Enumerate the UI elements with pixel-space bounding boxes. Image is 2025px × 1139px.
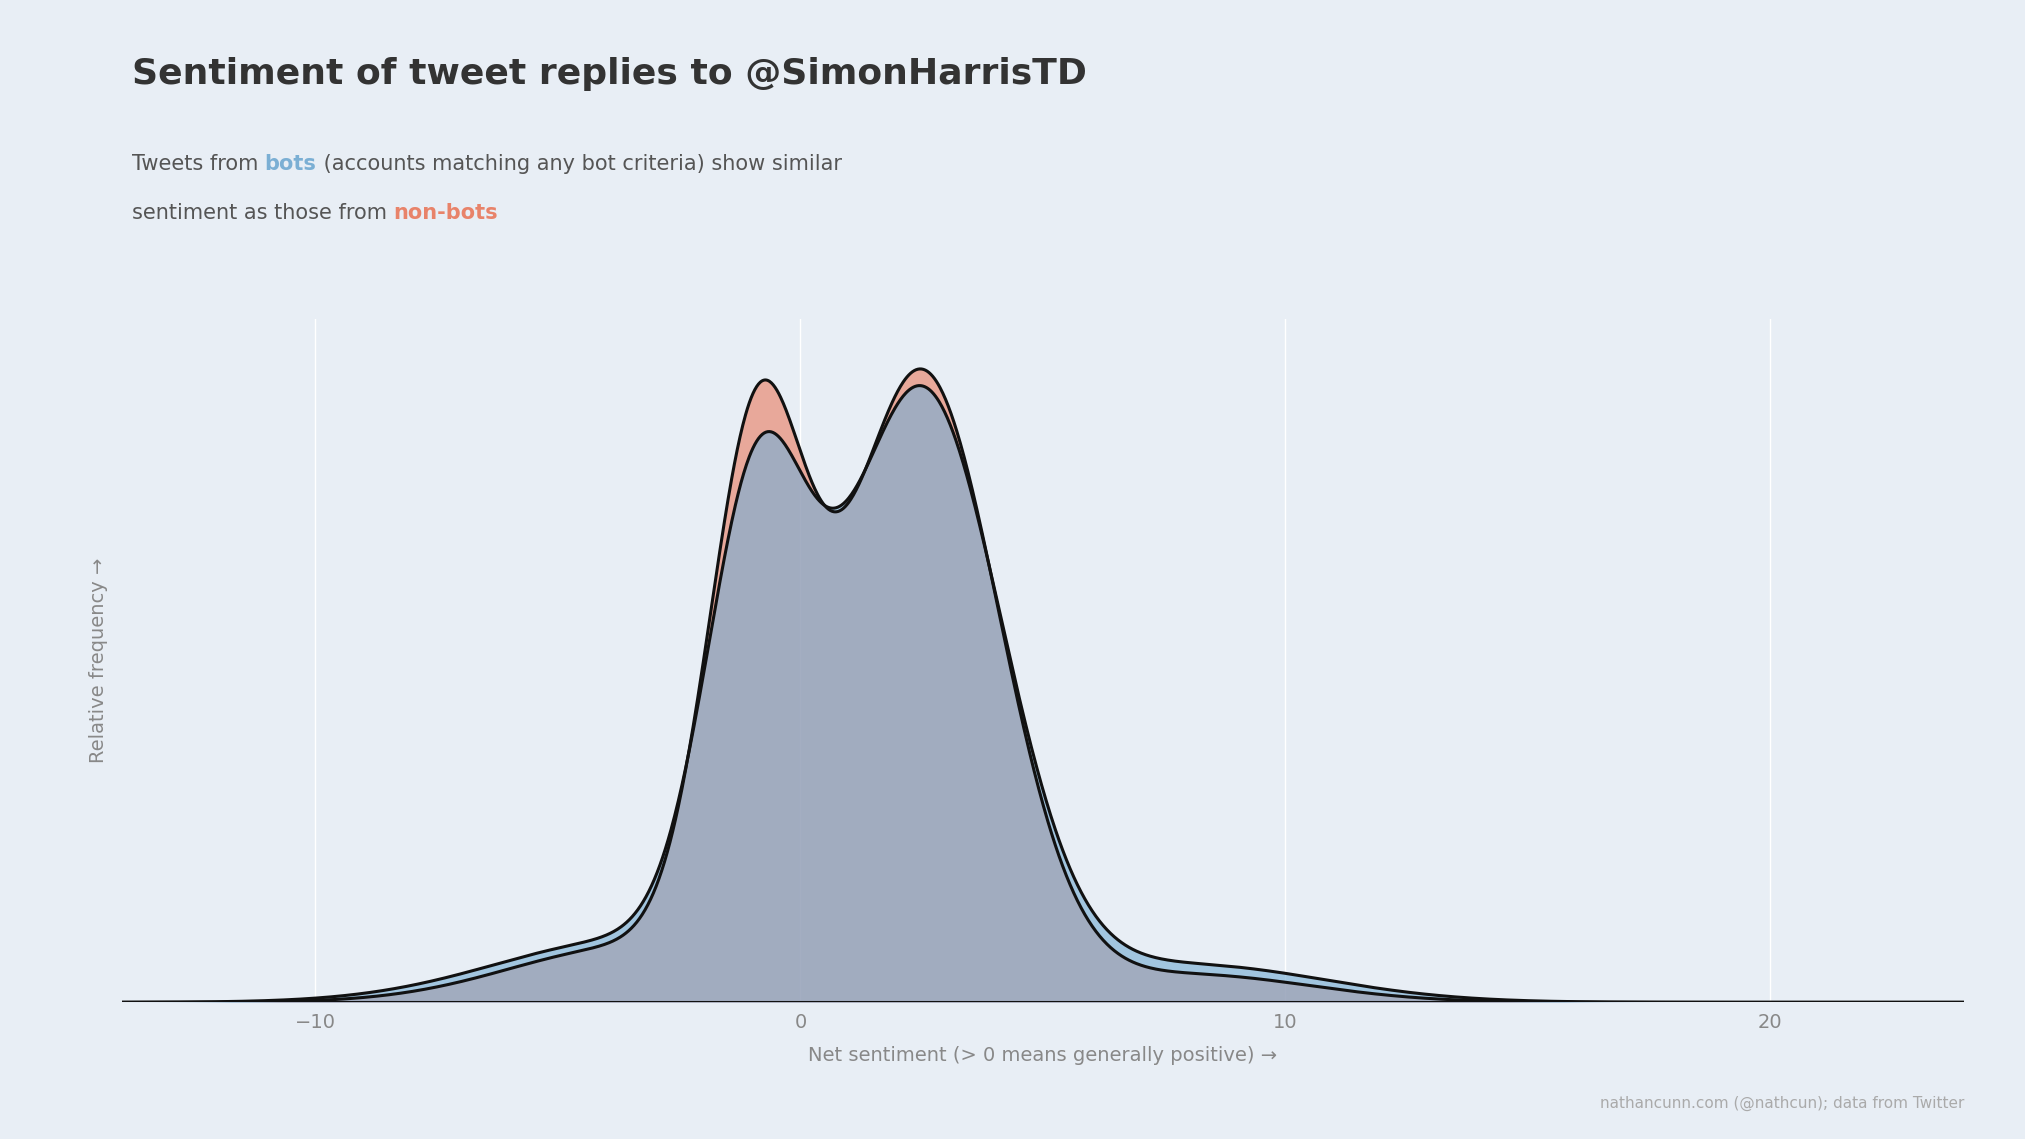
Text: Sentiment of tweet replies to @SimonHarrisTD: Sentiment of tweet replies to @SimonHarr… (132, 57, 1087, 91)
Text: non-bots: non-bots (393, 203, 498, 223)
Text: nathancunn.com (@nathcun); data from Twitter: nathancunn.com (@nathcun); data from Twi… (1600, 1096, 1964, 1111)
Text: sentiment as those from: sentiment as those from (132, 203, 393, 223)
Text: Tweets from: Tweets from (132, 154, 265, 174)
Text: bots: bots (265, 154, 316, 174)
Y-axis label: Relative frequency →: Relative frequency → (89, 558, 107, 763)
Text: (accounts matching any bot criteria) show similar: (accounts matching any bot criteria) sho… (316, 154, 842, 174)
X-axis label: Net sentiment (> 0 means generally positive) →: Net sentiment (> 0 means generally posit… (808, 1047, 1278, 1065)
